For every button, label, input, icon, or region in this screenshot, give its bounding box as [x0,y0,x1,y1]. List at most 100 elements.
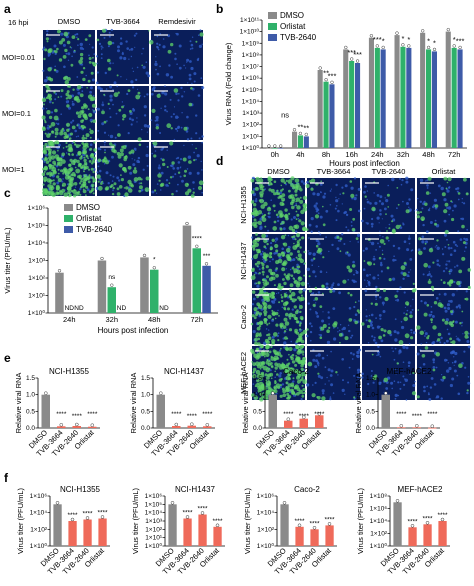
bar-dmso [292,131,298,148]
y-tick-label: 1×10⁹ [242,40,260,47]
infected-cell-dot [89,136,92,139]
nucleus-dot [318,230,320,233]
infected-cell-dot [434,222,437,226]
infected-cell-dot [285,312,289,317]
nucleus-dot [453,356,455,358]
nucleus-dot [120,37,123,40]
nucleus-dot [421,235,425,239]
infected-cell-dot [51,130,55,134]
infected-cell-dot [423,262,429,268]
infected-cell-dot [81,110,85,114]
infected-cell-dot [48,159,52,162]
nucleus-dot [434,246,436,248]
nucleus-dot [179,175,182,178]
nucleus-dot [452,209,454,212]
nucleus-dot [165,73,170,77]
nucleus-dot [178,44,182,48]
significance-annotation: ns [281,111,289,120]
nucleus-dot [335,199,339,203]
infected-cell-dot [62,147,65,149]
infected-cell-dot [261,270,265,274]
infected-cell-dot [411,391,417,396]
nucleus-dot [379,296,382,299]
nucleus-dot [403,383,406,386]
nucleus-dot [408,275,410,278]
nucleus-dot [317,240,320,243]
infected-cell-dot [285,387,291,392]
infected-cell-dot [430,318,433,321]
infected-cell-dot [91,185,94,188]
nucleus-dot [354,313,358,317]
bar [72,426,81,428]
nucleus-dot [426,187,429,189]
infected-cell-dot [66,135,69,139]
infected-cell-dot [92,160,95,164]
infected-cell-dot [41,115,46,120]
infected-cell-dot [356,309,360,313]
infected-cell-dot [439,303,444,308]
infected-cell-dot [67,94,72,100]
nucleus-dot [162,38,165,40]
nucleus-dot [368,314,371,317]
infected-cell-dot [282,393,287,398]
infected-cell-dot [83,103,87,107]
infected-cell-dot [451,340,456,345]
nucleus-dot [56,181,60,185]
nucleus-dot [71,142,74,145]
nucleus-dot [435,397,437,399]
infected-cell-dot [262,365,268,371]
infected-cell-dot [259,289,264,294]
nucleus-dot [292,258,296,262]
nucleus-dot [128,49,131,51]
infected-cell-dot [250,200,255,204]
infected-cell-dot [361,322,365,326]
nucleus-dot [318,265,320,268]
infected-cell-dot [250,322,254,326]
nucleus-dot [147,74,151,78]
nucleus-dot [186,138,190,141]
nucleus-dot [181,95,184,98]
infected-cell-dot [54,127,59,132]
infected-cell-dot [46,40,49,43]
nucleus-dot [394,259,397,262]
nucleus-dot [95,55,99,58]
column-label: DMSO [58,17,81,26]
nucleus-dot [420,343,422,345]
nucleus-dot [423,372,425,374]
nucleus-dot [440,186,444,191]
nucleus-dot [351,358,354,360]
infected-cell-dot [107,58,111,63]
infected-cell-dot [67,85,70,88]
infected-cell-dot [42,183,45,186]
infected-cell-dot [385,236,389,240]
nucleus-dot [445,267,448,270]
infected-cell-dot [296,266,299,268]
infected-cell-dot [450,200,453,203]
nucleus-dot [127,132,130,135]
nucleus-dot [455,187,458,191]
bar-tvb-2640 [431,51,437,148]
infected-cell-dot [168,182,171,185]
nucleus-dot [325,271,328,273]
significance-annotation: * [407,35,410,44]
nucleus-dot [42,107,45,110]
infected-cell-dot [284,234,287,237]
infected-cell-dot [116,192,121,196]
panel-title: Caco-2 [283,367,309,376]
infected-cell-dot [44,142,48,147]
infected-cell-dot [251,393,255,397]
data-point [142,253,147,258]
infected-cell-dot [251,290,256,294]
infected-cell-dot [303,262,306,265]
nucleus-dot [312,192,316,196]
infected-cell-dot [61,188,66,193]
infected-cell-dot [262,278,265,282]
infected-cell-dot [288,328,293,332]
infected-cell-dot [257,342,261,346]
category-label: 48h [422,150,435,159]
nucleus-dot [410,305,412,307]
infected-cell-dot [297,379,301,384]
infected-cell-dot [85,154,88,157]
nucleus-dot [314,365,318,369]
nucleus-dot [339,239,342,242]
